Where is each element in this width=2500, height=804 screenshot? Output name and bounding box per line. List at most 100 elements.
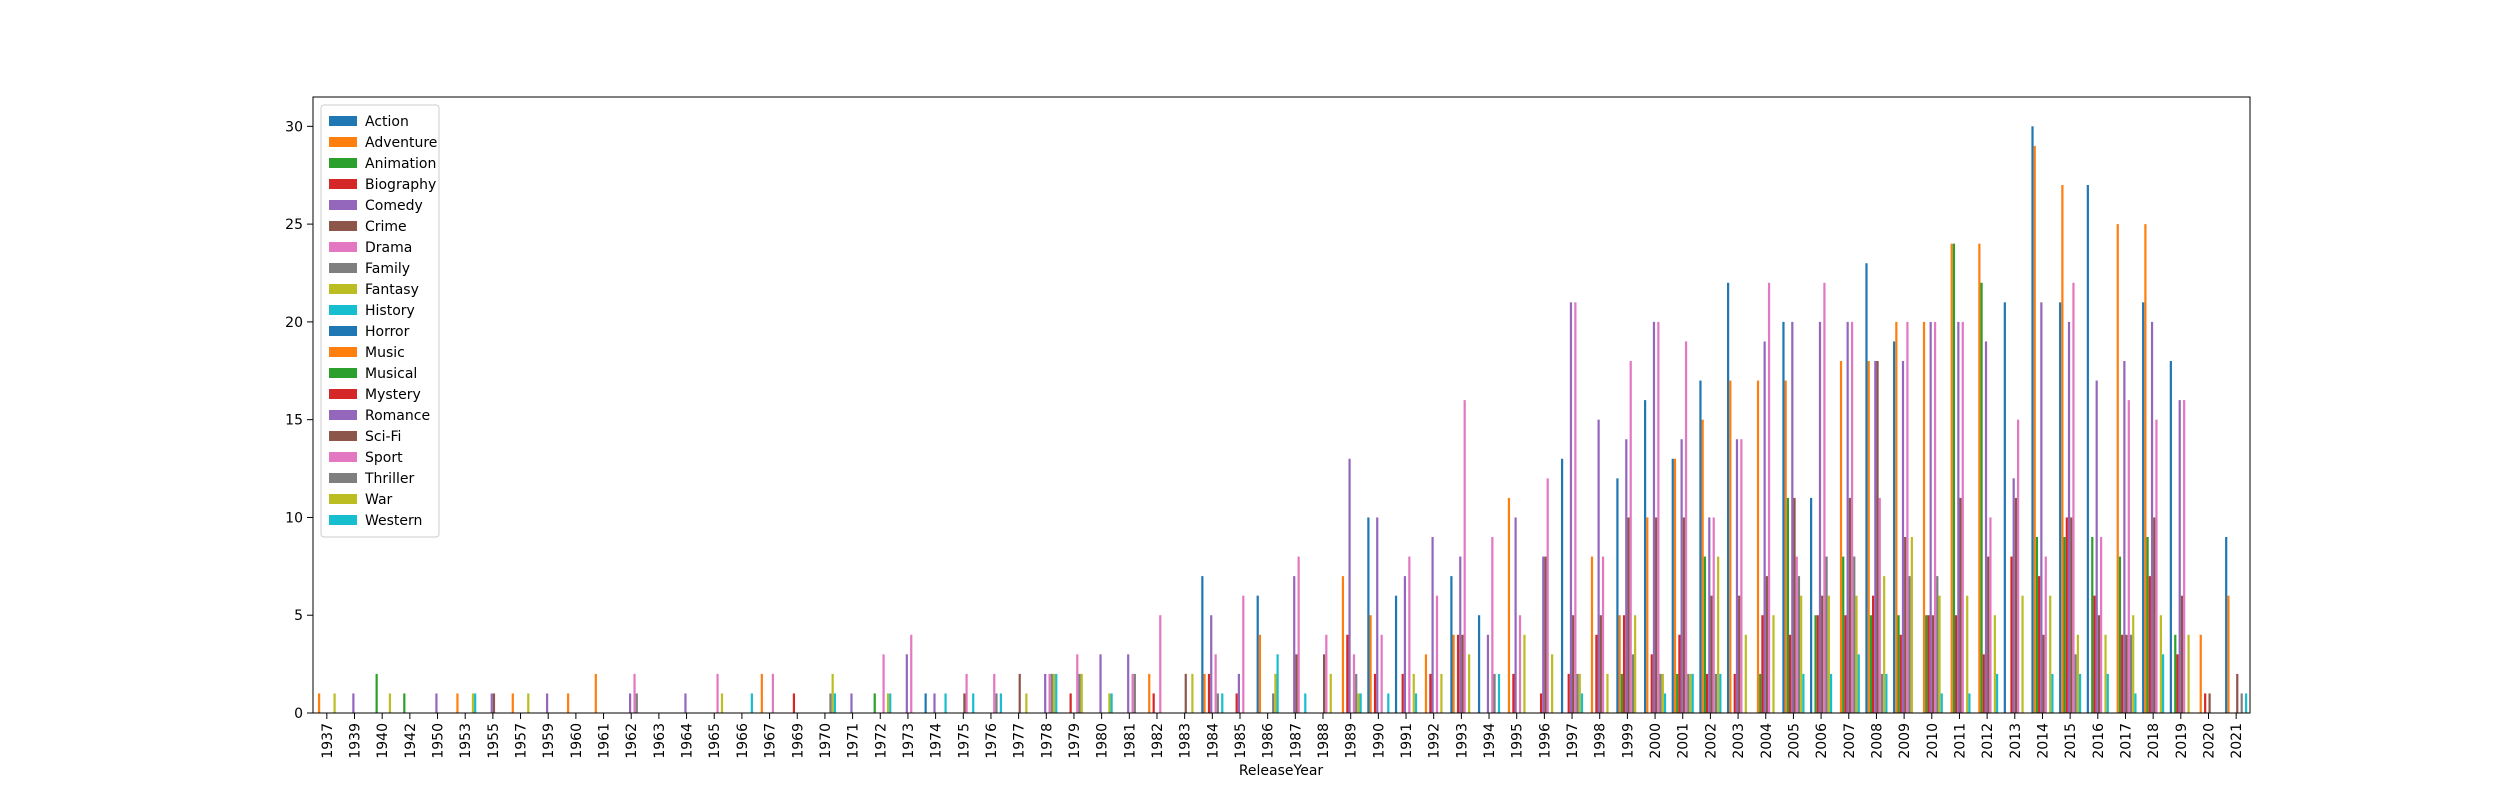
bar-adventure-1998 — [1590, 556, 1594, 713]
legend-swatch-romance — [329, 410, 357, 420]
bar-animation-1972 — [873, 693, 876, 713]
bar-animation-2007 — [1842, 556, 1845, 713]
bar-drama-2006 — [1823, 282, 1826, 713]
bar-comedy-2012 — [1984, 341, 1988, 713]
bar-adventure-2020 — [2199, 634, 2202, 713]
bar-adventure-2004 — [1756, 380, 1760, 713]
x-tick-label: 2017 — [2118, 723, 2134, 759]
x-tick-label: 1999 — [1620, 723, 1636, 759]
legend-label-musical: Musical — [365, 366, 417, 382]
bar-fantasy-2012 — [1993, 615, 1996, 713]
y-tick-label: 30 — [285, 119, 303, 135]
bar-fantasy-1991 — [1412, 673, 1415, 713]
x-tick-label: 2004 — [1759, 723, 1775, 759]
bar-fantasy-1965 — [720, 693, 724, 713]
bar-biography-1992 — [1429, 673, 1432, 713]
bar-fantasy-1972 — [886, 693, 890, 713]
bar-history-1974 — [944, 693, 947, 713]
x-tick-label: 2021 — [2229, 723, 2245, 759]
bar-adventure-2002 — [1701, 419, 1704, 713]
legend-swatch-music — [329, 347, 357, 357]
bar-comedy-2003 — [1735, 439, 1739, 713]
bar-comedy-2016 — [2095, 380, 2098, 713]
bar-adventure-2012 — [1978, 243, 1981, 714]
bar-adventure-1957 — [511, 693, 514, 713]
bar-biography-1984 — [1207, 673, 1211, 713]
bar-drama-1999 — [1629, 361, 1632, 713]
bar-fantasy-1940 — [388, 693, 392, 713]
bar-family-2000 — [1659, 673, 1662, 713]
bar-fantasy-2015 — [2076, 634, 2079, 713]
bar-history-2021 — [2245, 693, 2248, 713]
bar-comedy-1995 — [1514, 517, 1517, 713]
bar-history-2010 — [1940, 693, 1943, 713]
bar-family-1994 — [1493, 673, 1496, 713]
bar-animation-1999 — [1620, 673, 1623, 713]
x-tick-label: 1969 — [790, 723, 806, 759]
bar-action-2013 — [2003, 302, 2006, 713]
bar-comedy-1993 — [1459, 556, 1462, 713]
bar-animation-2016 — [2091, 537, 2094, 713]
legend-label-sport: Sport — [365, 450, 403, 466]
x-tick-label: 2009 — [1897, 723, 1913, 759]
x-tick-label: 2014 — [2035, 723, 2051, 759]
bar-fantasy-2008 — [1883, 576, 1886, 713]
bar-fantasy-2019 — [2187, 634, 2190, 713]
bar-fantasy-2013 — [2021, 595, 2024, 713]
bar-comedy-2010 — [1929, 321, 1932, 713]
bar-family-1970 — [829, 693, 832, 713]
bar-comedy-1974 — [933, 693, 936, 713]
bar-crime-2010 — [1931, 615, 1934, 713]
bar-crime-2017 — [2125, 634, 2128, 713]
bar-adventure-2003 — [1729, 380, 1732, 713]
x-tick-label: 2010 — [1925, 723, 1941, 759]
bar-family-2017 — [2129, 634, 2133, 713]
x-tick-label: 1940 — [375, 723, 391, 759]
bar-drama-2017 — [2127, 400, 2130, 713]
bar-crime-2012 — [1987, 556, 1990, 713]
legend-swatch-crime — [329, 221, 357, 231]
bar-action-2014 — [2031, 126, 2034, 713]
bar-crime-2008 — [1876, 361, 1879, 713]
bar-fantasy-1988 — [1329, 673, 1332, 713]
bar-adventure-1937 — [317, 693, 321, 713]
x-tick-label: 1985 — [1233, 723, 1249, 759]
bar-animation-2009 — [1897, 615, 1900, 713]
bar-animation-2015 — [2063, 537, 2066, 713]
bar-fantasy-1980 — [1108, 693, 1111, 713]
bar-drama-1991 — [1408, 556, 1411, 713]
x-tick-label: 1953 — [458, 723, 474, 759]
x-tick-label: 1950 — [431, 723, 447, 759]
bar-history-2000 — [1663, 693, 1667, 713]
bar-fantasy-2004 — [1772, 615, 1775, 713]
bar-fantasy-1993 — [1468, 654, 1471, 713]
bar-fantasy-2009 — [1910, 537, 1913, 713]
x-tick-label: 2008 — [1869, 723, 1885, 759]
bar-comedy-2004 — [1763, 341, 1766, 713]
bar-adventure-2011 — [1950, 243, 1953, 714]
bar-biography-1999 — [1622, 615, 1626, 713]
bar-history-1980 — [1110, 693, 1113, 713]
bar-family-1978 — [1050, 673, 1053, 713]
legend-label-western: Western — [365, 513, 422, 529]
bar-fantasy-1957 — [527, 693, 530, 713]
bar-fantasy-2016 — [2104, 634, 2107, 713]
x-tick-label: 1988 — [1316, 723, 1332, 759]
bar-comedy-1959 — [545, 693, 549, 713]
bar-crime-2014 — [2042, 634, 2045, 713]
x-tick-label: 2000 — [1648, 723, 1664, 759]
bar-fantasy-2010 — [1938, 595, 1941, 713]
x-tick-label: 2015 — [2063, 723, 2079, 759]
bar-history-2018 — [2162, 654, 2165, 713]
legend-label-action: Action — [365, 114, 409, 130]
bar-family-1962 — [635, 693, 638, 713]
x-tick-label: 2005 — [1786, 723, 1802, 759]
bar-fantasy-1999 — [1634, 615, 1637, 713]
bar-family-2006 — [1825, 556, 1828, 713]
bar-adventure-2005 — [1784, 380, 1787, 713]
legend-swatch-biography — [329, 179, 357, 189]
bar-comedy-1996 — [1542, 556, 1545, 713]
bar-comedy-2000 — [1652, 321, 1656, 713]
bar-crime-2005 — [1793, 497, 1796, 713]
bar-history-2002 — [1719, 673, 1722, 713]
